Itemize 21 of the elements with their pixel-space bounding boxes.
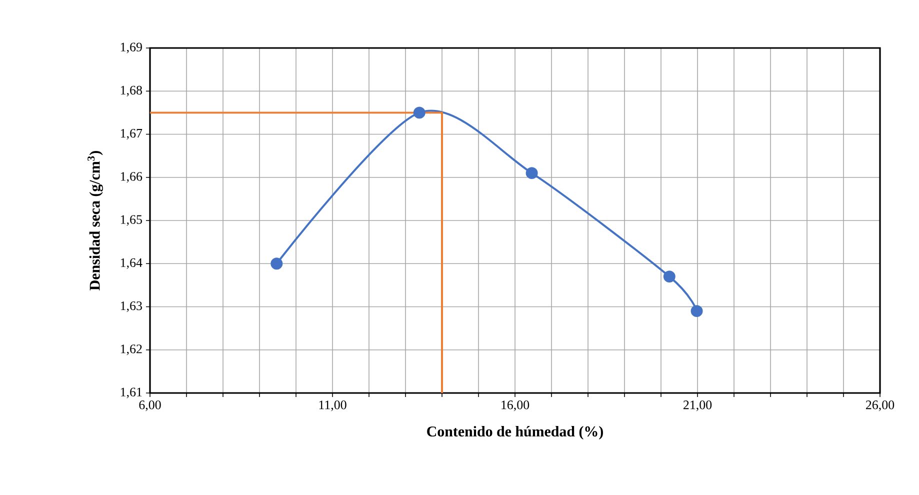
point xyxy=(663,270,676,283)
point xyxy=(526,167,538,180)
x-tick-label: 21,00 xyxy=(684,400,712,412)
x-tick-label: 26,00 xyxy=(866,400,894,412)
y-tick-label: 1,64 xyxy=(120,258,142,269)
y-axis-title: Densidad seca (g/cm$^{3}$) xyxy=(88,151,103,290)
x-tick-label: 11,00 xyxy=(319,400,346,412)
point xyxy=(413,106,426,119)
y-tick-label: 1,67 xyxy=(120,128,142,140)
point xyxy=(270,258,283,270)
y-tick-label: 1,66 xyxy=(120,172,142,183)
y-tick-label: 1,68 xyxy=(120,86,142,96)
x-tick-label: 16,00 xyxy=(502,400,530,412)
x-tick-label: 6,00 xyxy=(139,400,161,412)
y-tick-label: 1,61 xyxy=(120,388,142,398)
y-tick-label: 1,69 xyxy=(120,42,142,54)
y-tick-label: 1,65 xyxy=(120,215,142,226)
y-tick-label: 1,62 xyxy=(120,344,142,356)
y-tick-label: 1,63 xyxy=(120,301,142,312)
point xyxy=(690,305,703,318)
x-axis-title: Contenido de húmedad (%) xyxy=(427,426,603,440)
